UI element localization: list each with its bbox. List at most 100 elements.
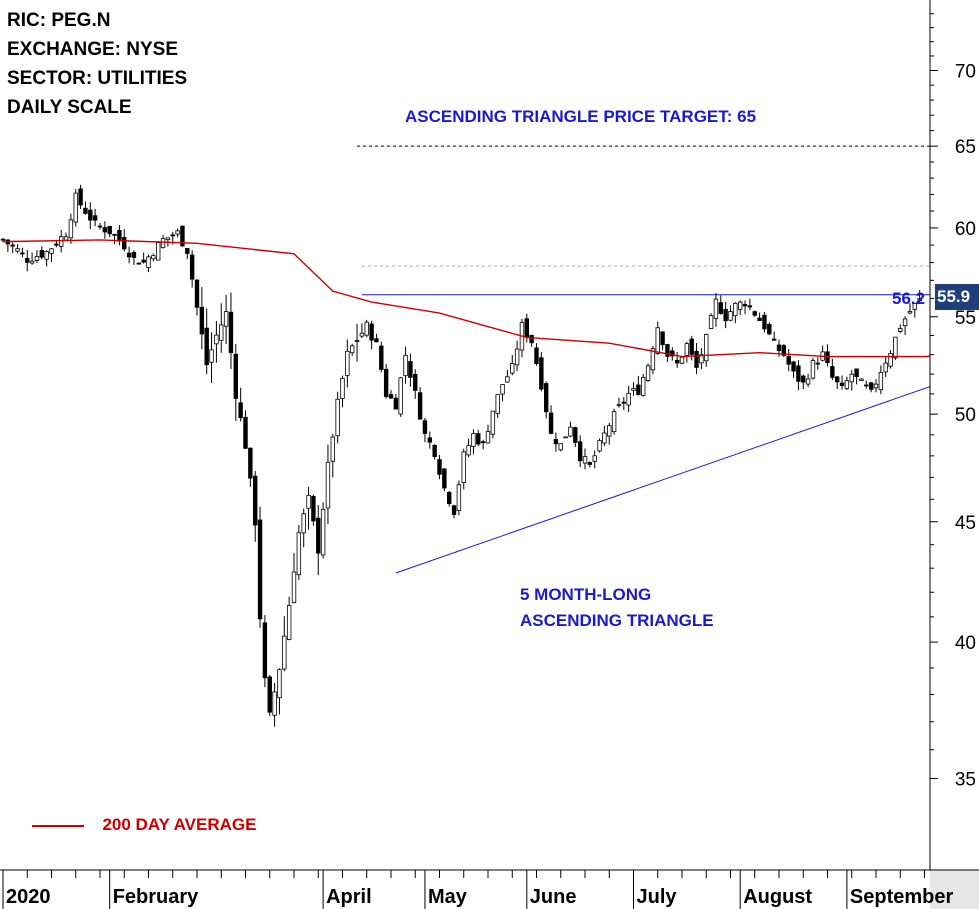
candle-body [621,401,626,404]
x-tick-label: July [637,886,678,908]
candle-body [616,404,622,407]
candle-body [500,384,505,395]
candle-body [558,443,563,451]
candle-body [39,250,44,258]
candle-body [306,494,311,509]
candle-body [568,426,573,437]
candle-body [165,237,171,241]
candle-body [180,225,185,247]
candle-body [801,375,806,383]
candle-body [451,505,457,515]
x-tick-label: 2020 [6,886,51,908]
candle-body [573,427,578,443]
candle-body [49,248,54,254]
candle-body [810,360,816,379]
candle-body [490,410,496,435]
candle-body [597,440,602,452]
candle-body [112,234,117,236]
candle-body [422,420,428,434]
candle-body [442,468,447,489]
candle-body [238,402,243,419]
candle-body [868,382,874,390]
candle-body [272,691,277,716]
candle-body [747,305,753,308]
candle-body [902,318,908,327]
candle-body [694,350,699,368]
candle-body [529,335,534,344]
candle-body [185,247,190,254]
candle-body [742,304,748,307]
candle-body [805,378,811,385]
candle-body [10,244,15,247]
y-tick-label: 45 [955,513,976,534]
candle-body [83,207,88,214]
candle-body [170,234,175,237]
candle-body [699,354,704,364]
y-tick-label: 70 [955,61,976,82]
candle-body [189,254,195,280]
candle-body [97,225,103,228]
x-tick-label: April [326,886,372,908]
candle-body [776,344,782,352]
candle-body [510,363,515,374]
candle-body [126,252,132,258]
candle-body [393,397,399,410]
candle-body [296,532,302,576]
candle-body [587,462,593,465]
ma200-line [2,239,959,358]
candle-body [849,373,854,383]
candle-body [277,669,282,699]
candle-body [102,227,108,233]
candle-body [446,491,452,505]
candle-body [553,439,559,445]
candle-body [674,359,680,364]
legend: 200 DAY AVERAGE [32,815,256,835]
candle-body [369,323,374,341]
scale-label: DAILY SCALE [7,97,132,118]
candle-body [461,451,466,484]
y-tick-label: 60 [955,219,976,240]
candle-body [917,297,922,302]
candle-body [689,338,694,355]
candle-body [839,382,845,386]
candle-body [830,366,835,378]
candle-body [383,368,389,397]
legend-ma-label: 200 DAY AVERAGE [102,815,257,834]
candle-body [209,349,214,363]
candle-body [485,431,491,444]
candle-body [117,230,122,242]
candle-body [631,388,636,391]
candle-body [660,331,665,346]
candle-body [471,433,476,447]
y-tick-label: 40 [955,633,976,654]
x-tick-label: September [850,886,954,908]
candle-body [645,365,651,381]
candle-body [155,242,161,261]
candle-body [771,338,777,341]
candle-body [214,334,219,345]
candle-body [539,357,544,390]
x-tick-label: June [530,886,577,908]
pattern-annotation-line1: 5 MONTH-LONG [520,585,652,604]
candle-body [883,362,888,373]
candle-body [0,238,6,241]
candlesticks [0,184,922,727]
x-axis-panel [0,870,979,909]
candle-body [107,225,112,235]
candle-body [316,517,321,554]
candle-body [335,398,340,437]
chart-info-block: RIC: PEG.N EXCHANGE: NYSE SECTOR: UTILIT… [7,6,187,122]
candle-body [548,412,554,434]
candle-body [15,248,20,252]
candle-body [738,301,743,310]
chart-lines [357,145,979,574]
candle-body [684,343,690,356]
candle-body [417,392,423,420]
candle-body [723,308,728,322]
candle-body [636,384,641,396]
candle-body [243,416,248,449]
y-tick-label: 50 [955,405,976,426]
candle-body [379,345,384,370]
candle-body [282,635,287,670]
